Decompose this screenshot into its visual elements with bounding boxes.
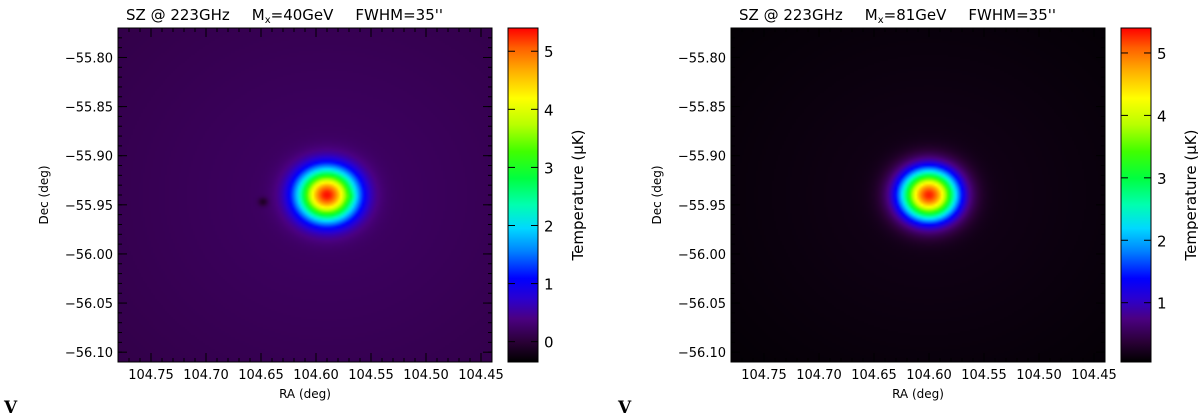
y-tick-label: −55.90 xyxy=(65,150,113,165)
page-label-left: V xyxy=(4,398,18,418)
x-tick-label: 104.65 xyxy=(851,368,897,383)
x-tick-label: 104.70 xyxy=(796,368,842,383)
x-tick-label: 104.65 xyxy=(238,368,284,383)
x-tick-label: 104.60 xyxy=(293,368,339,383)
y-tick-label: −56.00 xyxy=(65,248,113,263)
heatmap-image xyxy=(118,28,492,362)
colorbar-tick-label: 4 xyxy=(1157,107,1167,125)
x-tick-label: 104.55 xyxy=(961,368,1007,383)
colorbar-tick-label: 3 xyxy=(1157,170,1167,188)
y-tick-label: −56.00 xyxy=(678,248,726,263)
y-tick-label: −55.95 xyxy=(65,199,113,214)
x-tick-label: 104.55 xyxy=(348,368,394,383)
colorbar-tick-label: 4 xyxy=(544,101,554,119)
y-tick-label: −55.90 xyxy=(678,150,726,165)
chart-panel-2: 104.75 104.70 104.65 104.60 104.55 104.50 104.… xyxy=(650,6,1198,401)
colorbar-tick-label: 5 xyxy=(544,43,554,61)
chart-panel-1: 104.75 104.70 104.65 104.60 104.55 104.50 104.… xyxy=(37,6,587,401)
x-tick-label: 104.50 xyxy=(403,368,449,383)
x-axis-label: RA (deg) xyxy=(279,387,331,401)
x-tick-label: 104.45 xyxy=(458,368,504,383)
x-axis-label: RA (deg) xyxy=(892,387,944,401)
x-tick-label: 104.45 xyxy=(1071,368,1117,383)
x-tick-label: 104.75 xyxy=(128,368,174,383)
colorbar-tick-label: 5 xyxy=(1157,45,1167,63)
heatmap-image xyxy=(731,28,1105,362)
y-tick-label: −55.80 xyxy=(65,51,113,66)
colorbar-label: Temperature (μK) xyxy=(1182,130,1198,262)
y-tick-label: −56.10 xyxy=(65,346,113,361)
colorbar xyxy=(507,27,539,363)
colorbar-tick-label: 0 xyxy=(544,334,554,352)
colorbar xyxy=(1120,27,1152,363)
x-tick-label: 104.60 xyxy=(906,368,952,383)
y-tick-label: −56.05 xyxy=(678,297,726,312)
x-tick-label: 104.75 xyxy=(741,368,787,383)
y-tick-label: −55.85 xyxy=(65,101,113,116)
colorbar-tick-label: 1 xyxy=(1157,295,1167,313)
page-label-right: V xyxy=(618,398,632,418)
colorbar-tick-label: 2 xyxy=(1157,232,1167,250)
colorbar-tick-label: 2 xyxy=(544,217,554,235)
chart-title: SZ @ 223GHz Mx=81GeV FWHM=35'' xyxy=(739,6,1056,26)
x-tick-label: 104.50 xyxy=(1016,368,1062,383)
y-axis-label: Dec (deg) xyxy=(37,165,51,224)
y-tick-label: −55.80 xyxy=(678,51,726,66)
y-tick-label: −56.05 xyxy=(65,297,113,312)
colorbar-tick-label: 3 xyxy=(544,159,554,177)
x-tick-label: 104.70 xyxy=(183,368,229,383)
y-tick-label: −55.85 xyxy=(678,101,726,116)
y-tick-label: −55.95 xyxy=(678,199,726,214)
y-tick-label: −56.10 xyxy=(678,346,726,361)
colorbar-tick-label: 1 xyxy=(544,276,554,294)
colorbar-label: Temperature (μK) xyxy=(569,130,587,262)
chart-title: SZ @ 223GHz Mx=40GeV FWHM=35'' xyxy=(126,6,443,26)
y-axis-label: Dec (deg) xyxy=(650,165,664,224)
